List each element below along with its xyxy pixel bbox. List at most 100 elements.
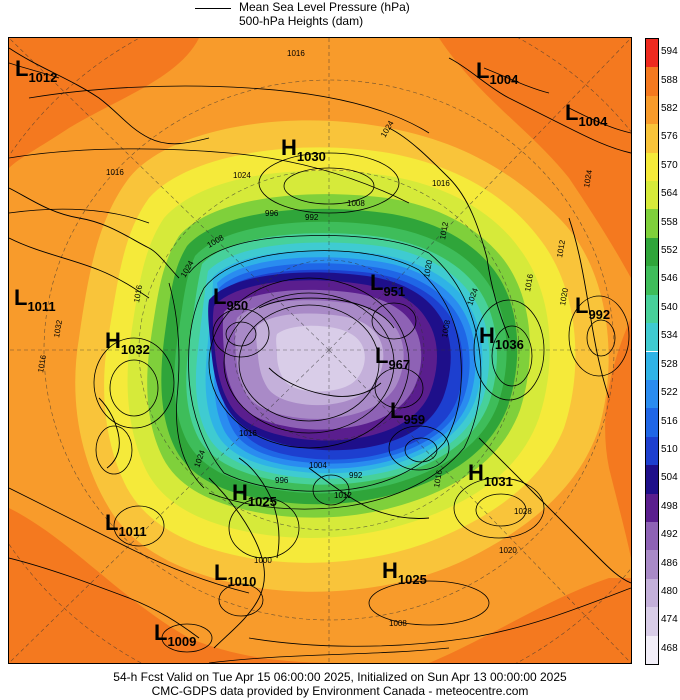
system-letter: L <box>214 560 227 585</box>
height-field-588-e <box>605 318 631 558</box>
isobar-value-label: 1016 <box>36 354 48 374</box>
legend-heights-label: 500-hPa Heights (dam) <box>239 14 364 28</box>
system-pressure-value: 950 <box>226 298 248 313</box>
system-letter: L <box>105 510 118 535</box>
colorbar-tick-label: 540 <box>661 301 678 313</box>
colorbar-segment <box>646 550 658 579</box>
coastlines <box>9 47 631 649</box>
system-letter: L <box>370 270 383 295</box>
isobar-value-label: 1032 <box>52 319 64 339</box>
colorbar-tick-label: 480 <box>661 585 678 597</box>
colorbar-tick-label: 558 <box>661 216 678 228</box>
colorbar-tick-label: 576 <box>661 131 678 143</box>
colorbar-segment <box>646 493 658 522</box>
system-pressure-value: 992 <box>588 307 610 322</box>
forecast-valid-text: 54-h Fcst Valid on Tue Apr 15 06:00:00 2… <box>113 670 567 684</box>
system-pressure-value: 1011 <box>118 524 146 539</box>
system-pressure-value: 1030 <box>297 149 326 164</box>
colorbar-tick-label: 594 <box>661 46 678 58</box>
isobar-value-label: 992 <box>349 471 363 480</box>
colorbar-tick-label: 552 <box>661 245 678 257</box>
height-field-588-ne <box>439 38 631 278</box>
system-pressure-value: 1025 <box>398 572 427 587</box>
colorbar-segment <box>646 578 658 608</box>
isobar-value-label: 1004 <box>309 461 327 470</box>
system-letter: H <box>232 480 248 505</box>
colorbar-tick-label: 534 <box>661 330 678 342</box>
low-pressure-marker: L959 <box>390 398 425 427</box>
isobar-value-label: 1012 <box>334 491 352 500</box>
isobar-value-label: 1028 <box>514 507 532 516</box>
system-letter: H <box>382 558 398 583</box>
low-pressure-marker: L967 <box>375 343 410 372</box>
high-pressure-marker: H1030 <box>281 135 326 164</box>
isobars <box>9 62 631 663</box>
system-pressure-value: 1004 <box>489 72 519 87</box>
height-colorbar <box>645 38 659 665</box>
system-letter: L <box>575 293 588 318</box>
high-pressure-marker: H1036 <box>479 323 524 352</box>
height-field-588-se <box>429 578 631 663</box>
colorbar-segment <box>646 124 658 153</box>
colorbar-segment <box>646 209 658 238</box>
colorbar-tick-label: 564 <box>661 188 678 200</box>
colorbar-segment <box>646 436 658 466</box>
isobar-value-label: 996 <box>265 209 279 218</box>
system-letter: L <box>565 100 578 125</box>
colorbar-segment <box>646 323 658 352</box>
map-legend: Mean Sea Level Pressure (hPa) 500-hPa He… <box>195 0 495 30</box>
colorbar-segment <box>646 39 658 68</box>
colorbar-tick-label: 570 <box>661 159 678 171</box>
height-field-588-nw <box>9 38 199 168</box>
colorbar-segment <box>646 181 658 210</box>
isobar-value-label: 1008 <box>440 319 452 339</box>
system-letter: H <box>105 328 121 353</box>
low-pressure-marker: L992 <box>575 293 610 322</box>
colorbar-segment <box>646 379 658 409</box>
colorbar-tick-label: 510 <box>661 443 678 455</box>
isobar-value-label: 1000 <box>254 556 272 565</box>
system-pressure-value: 1031 <box>484 474 513 489</box>
isobar-value-label: 1012 <box>555 239 567 259</box>
isobar-value-label: 1008 <box>389 619 407 628</box>
system-pressure-value: 1012 <box>28 70 57 85</box>
isobar-value-label: 1016 <box>523 273 535 293</box>
data-credit-text: CMC-GDPS data provided by Environment Ca… <box>151 684 529 698</box>
isobar-value-label: 992 <box>305 213 319 222</box>
colorbar-tick-label: 492 <box>661 529 678 541</box>
colorbar-tick-label: 468 <box>661 642 678 654</box>
colorbar-segment <box>646 465 658 494</box>
colorbar-segment <box>646 635 658 664</box>
low-pressure-marker: L1011 <box>14 285 56 314</box>
isobar-value-label: 1016 <box>287 49 305 58</box>
low-pressure-marker: L1010 <box>214 560 256 589</box>
colorbar-segment <box>646 294 658 324</box>
weather-map: 1016 1024 1016 1008 996 992 1016 1024 1032 1016 10… <box>8 37 632 664</box>
system-pressure-value: 967 <box>388 357 410 372</box>
colorbar-tick-label: 546 <box>661 273 678 285</box>
system-letter: H <box>468 460 484 485</box>
system-pressure-value: 1010 <box>227 574 256 589</box>
colorbar-tick-label: 504 <box>661 472 678 484</box>
isobar-legend-line <box>195 8 231 9</box>
isobar-value-label: 1016 <box>106 168 124 177</box>
system-letter: H <box>281 135 297 160</box>
isobar-value-label: 1020 <box>499 546 517 555</box>
colorbar-tick-label: 522 <box>661 387 678 399</box>
system-letter: L <box>476 58 489 83</box>
system-pressure-value: 1036 <box>495 337 524 352</box>
colorbar-segment <box>646 266 658 295</box>
height-field-588-s <box>9 508 349 663</box>
colorbar-tick-label: 528 <box>661 358 678 370</box>
isobar-value-label: 1016 <box>132 284 144 304</box>
system-letter: L <box>375 343 388 368</box>
system-pressure-value: 1025 <box>248 494 277 509</box>
high-pressure-marker: H1025 <box>232 480 277 509</box>
low-pressure-marker: L1011 <box>105 510 147 539</box>
colorbar-tick-label: 498 <box>661 500 678 512</box>
isobar-value-label: 1024 <box>582 169 594 189</box>
isobar-value-label: 996 <box>275 476 289 485</box>
isobar-value-label: 1012 <box>438 221 450 241</box>
system-letter: L <box>14 285 27 310</box>
